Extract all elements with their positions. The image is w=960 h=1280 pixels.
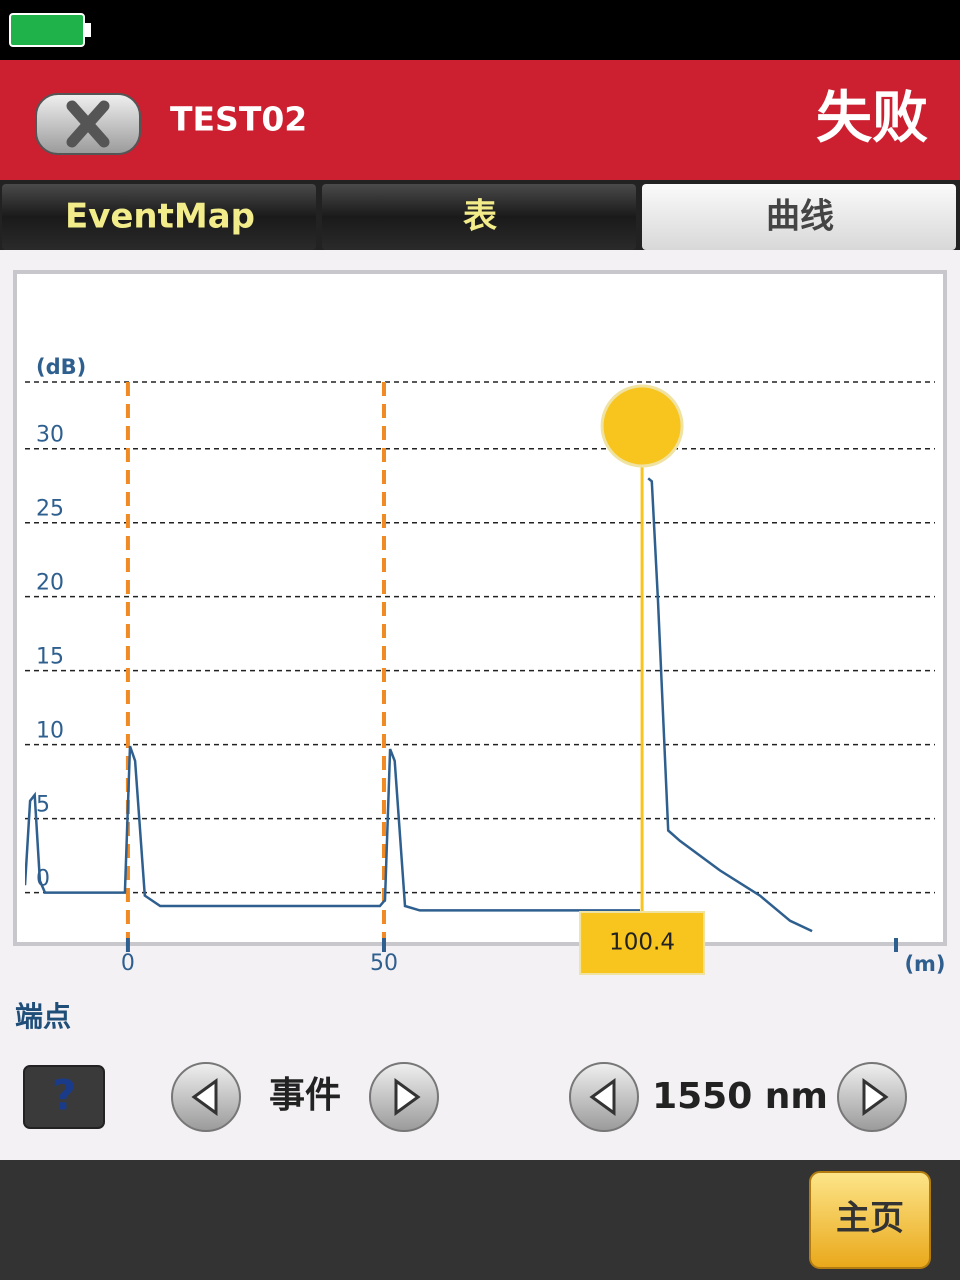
cursor-handle[interactable] (600, 384, 684, 468)
arrow-left (191, 1078, 218, 1116)
tab-label: 曲线 (766, 197, 834, 237)
status-bar (0, 0, 960, 60)
cursor-value: 100.4 (609, 930, 675, 956)
tab-label: EventMap (65, 197, 255, 237)
y-tick-label: 20 (36, 571, 64, 596)
battery-tip (85, 23, 91, 37)
header (0, 60, 960, 180)
tab[interactable] (322, 184, 636, 250)
y-tick-label: 5 (36, 793, 50, 818)
arrow-right (862, 1078, 889, 1116)
home-text: 主页 (836, 1199, 904, 1239)
arrow-left (589, 1078, 616, 1116)
trace (25, 477, 813, 933)
tab[interactable] (642, 184, 956, 250)
home-button[interactable] (809, 1171, 931, 1269)
x-tick-label: 50 (370, 951, 398, 976)
help-text: ? (52, 1071, 76, 1120)
y-tick-label: 15 (36, 645, 64, 670)
footer (0, 1160, 960, 1280)
arrow-right (394, 1078, 421, 1116)
battery (9, 13, 85, 47)
test-status: 失败 (816, 86, 928, 151)
y-tick-label: 30 (36, 423, 64, 448)
event-label: 事件 (269, 1075, 341, 1116)
tab-label: 表 (463, 197, 497, 237)
endpoint-label: 端点 (15, 1000, 71, 1033)
help-button[interactable] (23, 1065, 105, 1129)
y-tick-label: 25 (36, 497, 64, 522)
tabs: EventMap 表 曲线 (2, 184, 956, 250)
y-axis-label: (dB) (36, 355, 86, 379)
y-tick-label: 10 (36, 719, 64, 744)
close-icon (66, 100, 110, 148)
test-name: TEST02 (170, 100, 307, 139)
chart-panel (13, 270, 947, 946)
tab[interactable] (2, 184, 316, 250)
wavelength-label: 1550 nm (652, 1076, 828, 1117)
x-axis-label: (m) (904, 952, 945, 976)
x-tick-label: 0 (121, 951, 135, 976)
cursor-box (579, 911, 706, 975)
